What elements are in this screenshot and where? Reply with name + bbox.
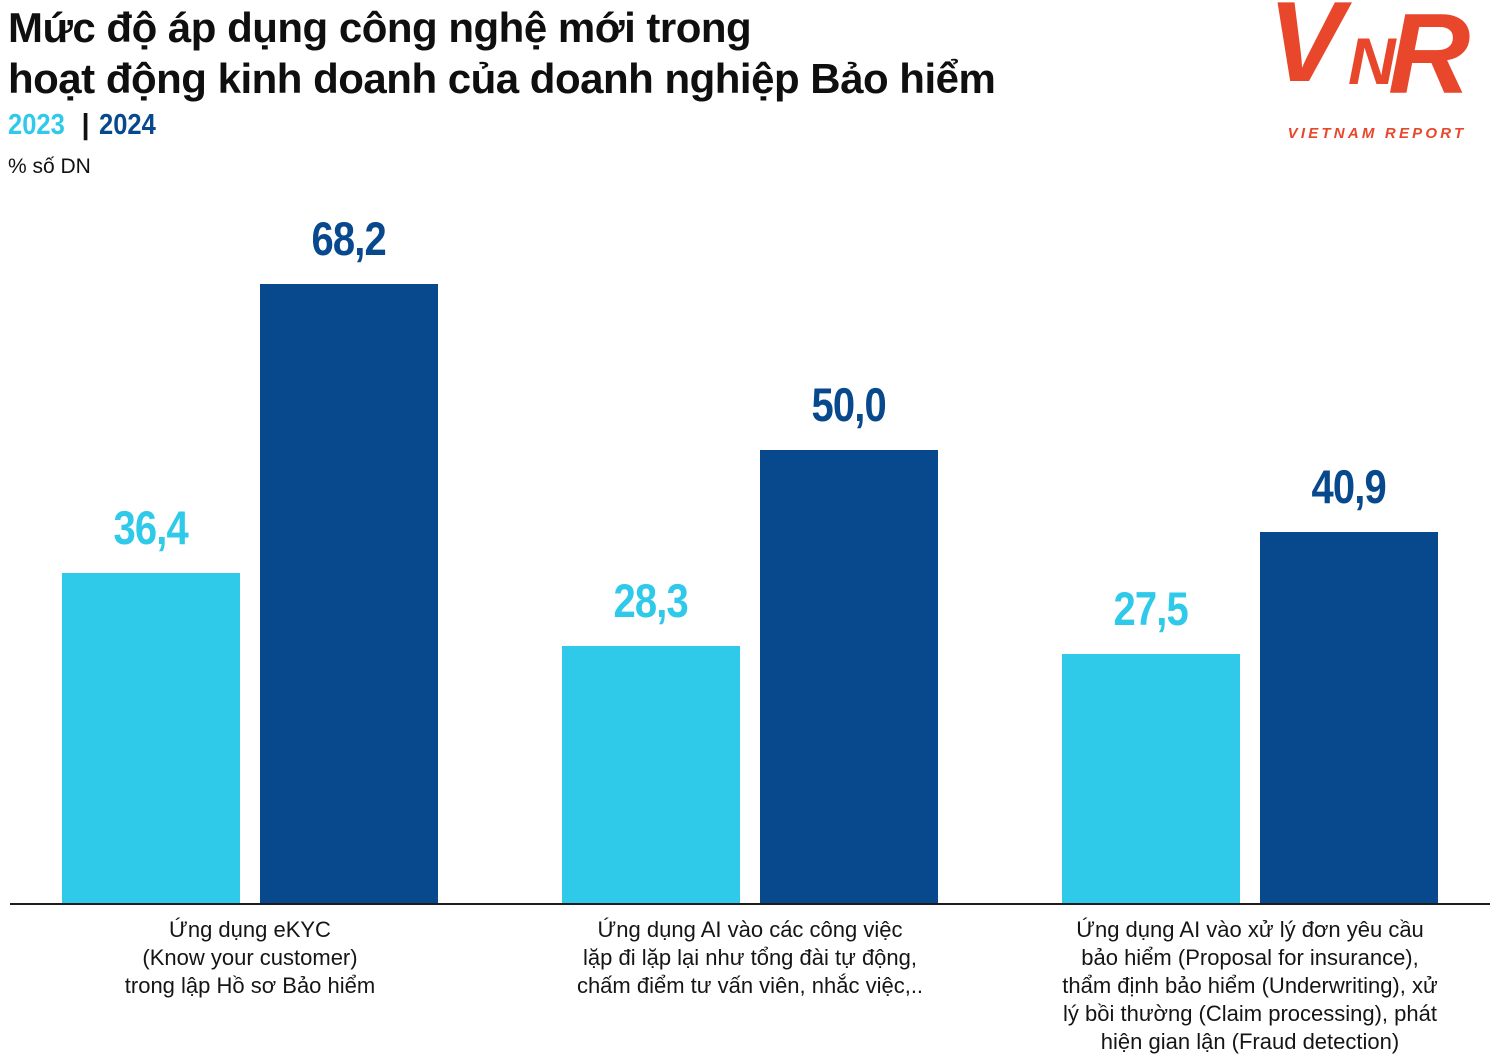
category-label-0: Ứng dụng eKYC (Know your customer) trong… (124, 917, 376, 998)
bar-col-2024-1: 50,0 (760, 377, 938, 903)
bar-col-2023-2: 27,5 (1062, 581, 1240, 903)
bar-2023-2 (1062, 653, 1240, 903)
legend-separator: | (81, 109, 90, 142)
bar-group-0: 36,4 68,2 (62, 211, 438, 903)
logo-caption: VIETNAM REPORT (1287, 125, 1467, 142)
bar-value-2024-1: 50,0 (811, 377, 887, 431)
title-block: Mức độ áp dụng công nghệ mới trong hoạt … (8, 2, 996, 179)
bar-col-2024-2: 40,9 (1260, 459, 1438, 903)
category-label-2: Ứng dụng AI vào xử lý đơn yêu cầu bảo hi… (1062, 917, 1438, 1054)
logo-letter-n: N (1348, 24, 1396, 98)
bar-2023-1 (562, 646, 740, 903)
legend: 2023 | 2024 (8, 109, 995, 142)
bar-group-1: 28,3 50,0 (562, 377, 938, 903)
category-labels: Ứng dụng eKYC (Know your customer) trong… (0, 905, 1500, 1056)
logo-letter-r: R (1388, 0, 1471, 118)
legend-2024: 2024 (98, 109, 156, 142)
bar-2024-0 (260, 284, 438, 903)
bar-group-2: 27,5 40,9 (1062, 459, 1438, 903)
bar-value-2024-0: 68,2 (311, 212, 387, 266)
page-title-line2: hoạt động kinh doanh của doanh nghiệp Bả… (8, 55, 996, 103)
page-title-line1: Mức độ áp dụng công nghệ mới trong (8, 4, 752, 51)
bar-value-2023-2: 27,5 (1113, 581, 1189, 635)
bar-chart: 36,4 68,2 28,3 50,0 27,5 40,9 Ứng dụng eKYC (… (0, 186, 1500, 1056)
vnr-logo: V N R VIETNAM REPORT (1268, 0, 1486, 142)
bar-col-2023-0: 36,4 (62, 500, 240, 903)
x-axis-line (10, 903, 1490, 905)
vnr-logo-mark-icon: V N R (1268, 0, 1486, 120)
bar-value-2023-1: 28,3 (613, 574, 689, 628)
logo-letter-v: V (1268, 0, 1345, 106)
bar-col-2023-1: 28,3 (562, 573, 740, 903)
bar-value-2024-2: 40,9 (1311, 460, 1387, 514)
bar-2024-1 (760, 449, 938, 903)
bar-col-2024-0: 68,2 (260, 211, 438, 903)
bar-value-2023-0: 36,4 (113, 500, 189, 554)
unit-label: % số DN (8, 155, 91, 179)
bar-2023-0 (62, 572, 240, 903)
plot-area: 36,4 68,2 28,3 50,0 27,5 40,9 (0, 186, 1500, 903)
bar-2024-2 (1260, 532, 1438, 903)
category-label-1: Ứng dụng AI vào các công việc lặp đi lặp… (576, 917, 924, 998)
header: Mức độ áp dụng công nghệ mới trong hoạt … (0, 0, 1500, 186)
legend-2023: 2023 (8, 109, 65, 142)
